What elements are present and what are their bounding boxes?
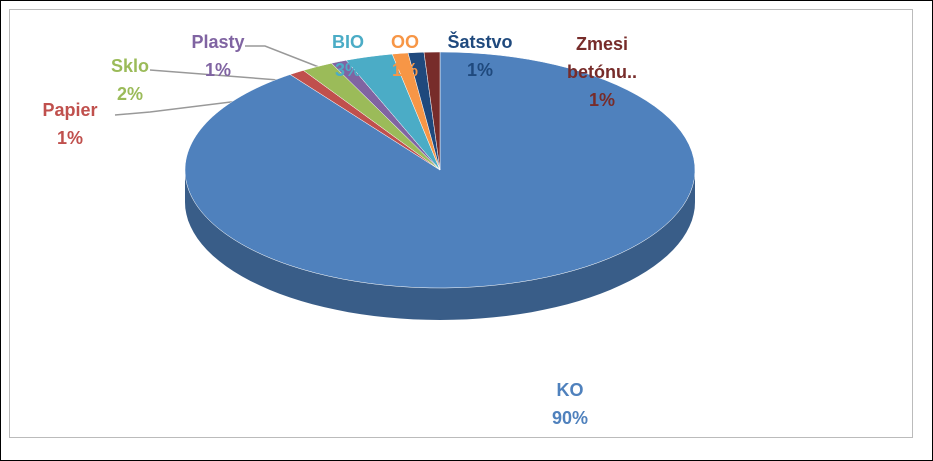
- data-label: OO 1%: [385, 28, 425, 84]
- data-label: Papier 1%: [30, 96, 110, 152]
- label-value: 90%: [551, 408, 589, 428]
- data-label: Šatstvo 1%: [435, 28, 525, 84]
- label-name: Plasty: [191, 32, 245, 52]
- label-value: 2%: [116, 84, 143, 104]
- data-label: Zmesi betónu.. 1%: [557, 30, 647, 114]
- slice: [423, 51, 441, 171]
- label-name: Papier: [42, 100, 98, 120]
- label-name: KO: [556, 380, 584, 400]
- data-label: Sklo 2%: [100, 52, 160, 108]
- data-label: BIO 3%: [323, 28, 373, 84]
- pie: [184, 51, 696, 320]
- label-value: 3%: [334, 60, 361, 80]
- label-value: 1%: [391, 60, 418, 80]
- label-value: 1%: [466, 60, 493, 80]
- data-label: KO 90%: [550, 376, 590, 432]
- label-name: Sklo: [110, 56, 149, 76]
- label-value: 1%: [204, 60, 231, 80]
- chart-frame: [9, 9, 913, 438]
- label-name: OO: [390, 32, 419, 52]
- label-value: 1%: [56, 128, 83, 148]
- slice: [184, 51, 696, 289]
- slice-side: [185, 170, 695, 320]
- label-value: 1%: [588, 90, 615, 110]
- label-name: Zmesi betónu..: [567, 34, 637, 82]
- data-label: Plasty 1%: [178, 28, 258, 84]
- label-name: Šatstvo: [447, 32, 513, 52]
- label-name: BIO: [331, 32, 364, 52]
